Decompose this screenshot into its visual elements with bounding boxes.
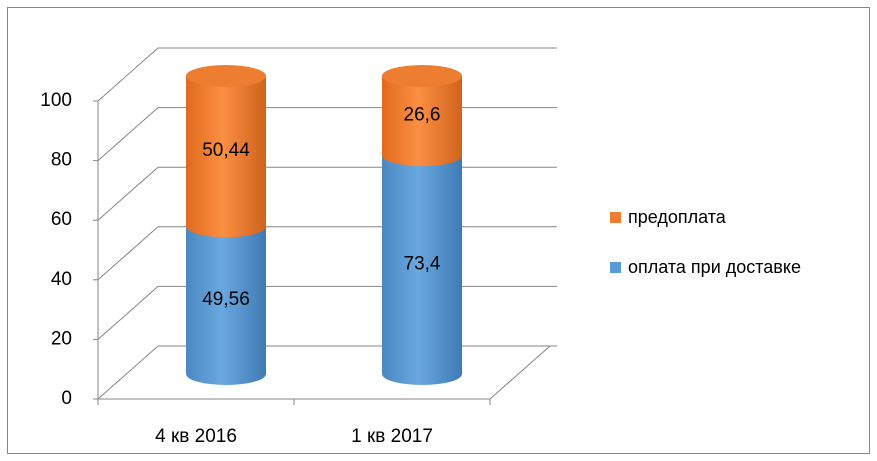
legend-swatch — [610, 262, 621, 273]
y-tick-label: 60 — [51, 209, 72, 230]
data-label: 50,44 — [202, 140, 250, 161]
data-label: 73,4 — [404, 254, 441, 275]
chart-frame — [7, 7, 870, 454]
cylinder-segment — [382, 155, 462, 385]
y-tick-label: 20 — [51, 328, 72, 349]
floor — [98, 345, 551, 400]
data-label: 49,56 — [202, 289, 250, 310]
cylinder-segment — [186, 76, 266, 238]
legend-label: оплата при доставке — [628, 257, 801, 277]
x-tick-label: 4 кв 2016 — [155, 426, 237, 447]
cylinder-top — [186, 65, 266, 87]
grid-line — [97, 107, 557, 161]
legend-label: предоплата — [628, 207, 727, 227]
data-label: 26,6 — [404, 105, 441, 126]
y-tick-label: 100 — [40, 90, 72, 111]
grid-line — [97, 345, 557, 400]
legend-swatch — [610, 212, 621, 223]
cylinder-segment — [382, 76, 462, 167]
y-tick-label: 40 — [51, 269, 72, 290]
y-tick-label: 0 — [61, 388, 72, 409]
x-tick-label: 1 кв 2017 — [351, 426, 433, 447]
cylinder-segment — [186, 226, 266, 385]
grid-line — [97, 285, 557, 340]
cylinder-top — [382, 65, 462, 87]
y-tick-label: 80 — [51, 150, 72, 171]
grid-line — [97, 47, 557, 102]
grid-line — [97, 226, 557, 281]
grid-line — [97, 166, 557, 221]
